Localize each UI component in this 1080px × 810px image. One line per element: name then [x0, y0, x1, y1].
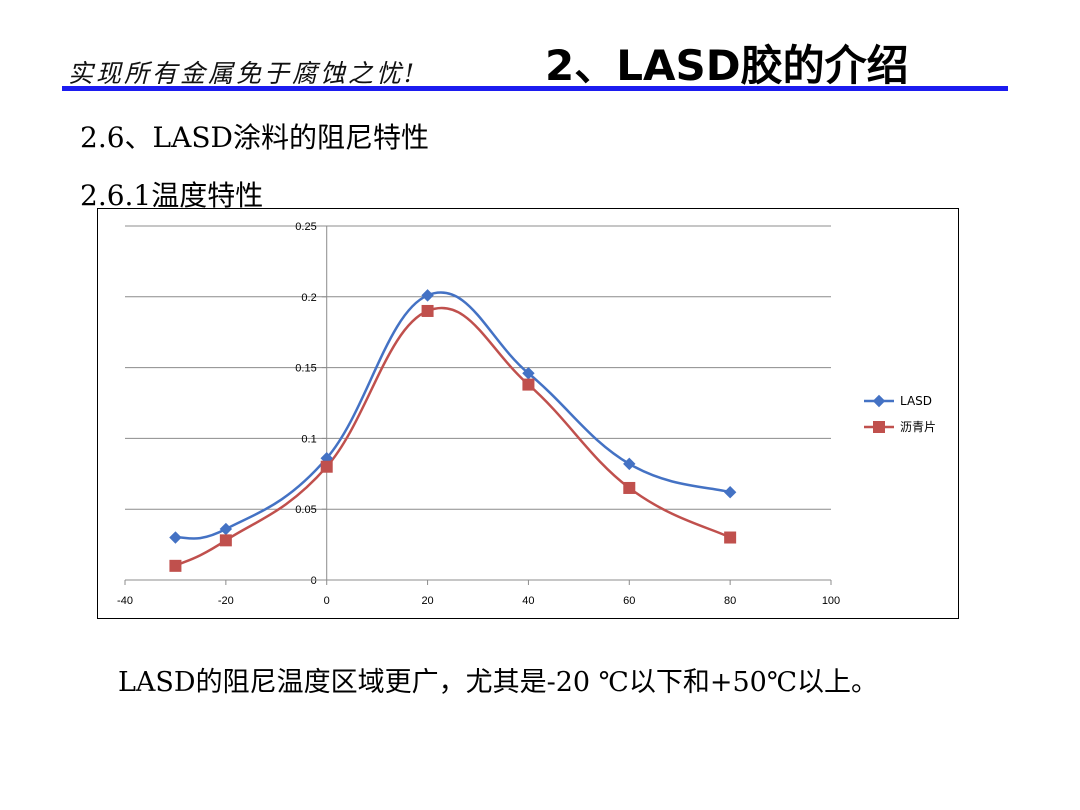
- data-point: [723, 486, 737, 499]
- legend-label: LASD: [900, 394, 932, 408]
- y-tick-label: 0.1: [301, 433, 316, 445]
- caption-text: LASD的阻尼温度区域更广，尤其是-20 ℃以下和+50℃以上。: [118, 667, 879, 698]
- chart-frame: 0 0.05 0.1 0.15 0.2 0.25 -40 -20 0 20 40 60 80 100 LA…: [97, 208, 959, 619]
- data-point: [320, 460, 333, 473]
- y-tick-label: 0.15: [295, 363, 316, 375]
- y-tick-label: 0.2: [301, 292, 316, 304]
- data-point: [219, 534, 232, 547]
- legend: LASD 沥青片: [864, 394, 936, 434]
- x-tick-label: 0: [324, 595, 330, 607]
- legend-label: 沥青片: [900, 420, 936, 434]
- page-title: 2、LASD胶的介绍: [545, 41, 909, 90]
- data-point: [219, 522, 233, 536]
- legend-marker: [873, 421, 885, 433]
- data-point: [169, 559, 182, 572]
- x-tick-label: 60: [623, 595, 635, 607]
- y-tick-label: 0.25: [295, 221, 316, 233]
- series-lines: [174, 291, 731, 567]
- title-divider: [62, 86, 1008, 91]
- data-point: [623, 481, 636, 494]
- x-tick-label: -20: [218, 595, 234, 607]
- data-markers: [169, 289, 737, 572]
- data-point: [421, 304, 434, 317]
- data-point: [724, 531, 737, 544]
- data-point: [623, 457, 636, 471]
- series-line-asphalt-sheet: [174, 306, 731, 567]
- subsection-heading: 2.6.1温度特性: [80, 179, 264, 212]
- x-tick-label: 20: [421, 595, 433, 607]
- legend-marker: [872, 394, 886, 408]
- grid-lines: [125, 225, 831, 510]
- series-line-lasd: [175, 291, 731, 540]
- y-tick-label: 0.05: [295, 504, 316, 516]
- y-tick-label: 0: [311, 575, 317, 587]
- x-tick-label: 80: [724, 595, 736, 607]
- section-heading: 2.6、LASD涂料的阻尼特性: [80, 121, 429, 154]
- line-chart: 0 0.05 0.1 0.15 0.2 0.25 -40 -20 0 20 40 60 80 100 LA…: [117, 221, 936, 607]
- x-tick-label: -40: [117, 595, 133, 607]
- slogan-text: 实现所有金属免于腐蚀之忧!: [68, 59, 418, 88]
- data-point: [522, 378, 535, 391]
- data-point: [169, 531, 182, 544]
- axes: 0 0.05 0.1 0.15 0.2 0.25 -40 -20 0 20 40 60 80 100: [117, 221, 840, 607]
- x-tick-label: 100: [822, 595, 840, 607]
- x-tick-label: 40: [522, 595, 534, 607]
- data-point: [421, 289, 434, 302]
